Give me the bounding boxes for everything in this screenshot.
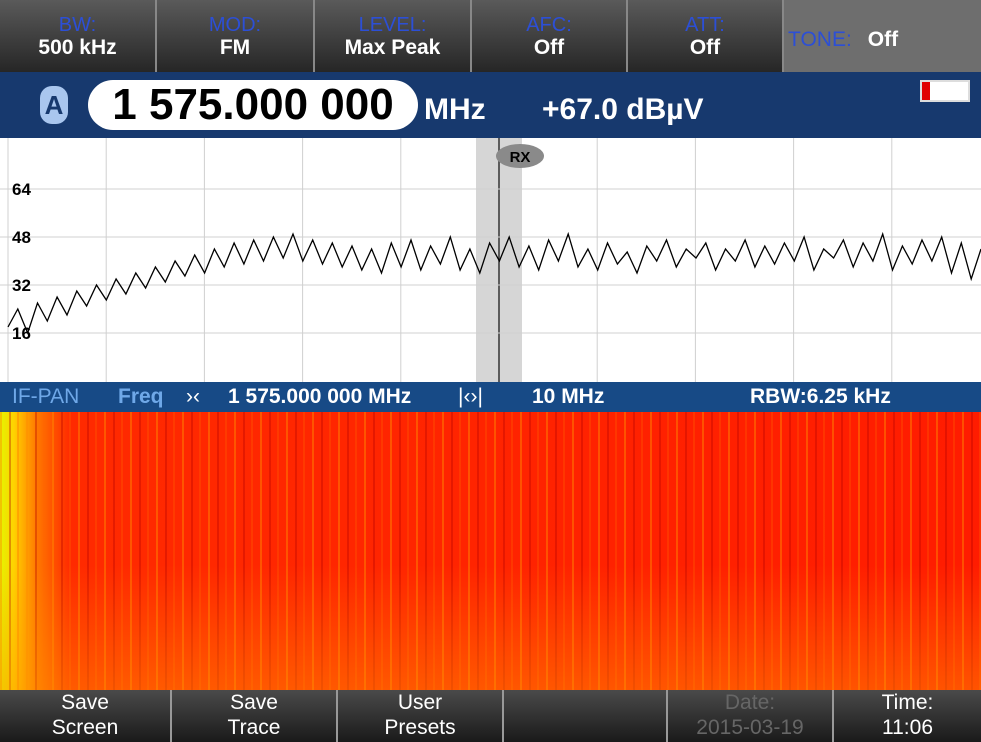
softkey-line: Presets [338, 715, 502, 740]
rbw: RBW:6.25 kHz [750, 382, 891, 412]
label: MOD: [157, 14, 313, 34]
span: 10 MHz [532, 382, 604, 412]
value: FM [157, 34, 313, 62]
level-button[interactable]: LEVEL:Max Peak [315, 0, 472, 72]
value: Off [472, 34, 626, 62]
softkey[interactable]: Date:2015-03-19 [668, 690, 834, 742]
value: Off [628, 34, 782, 62]
mod-button[interactable]: MOD:FM [157, 0, 315, 72]
label: ATT: [628, 14, 782, 34]
value: Off [868, 28, 898, 51]
center: 1 575.000 000 MHz [228, 382, 411, 412]
tone-status: TONE: Off [784, 0, 981, 72]
bw-button[interactable]: BW:500 kHz [0, 0, 157, 72]
value: 500 kHz [0, 34, 155, 62]
level: +67.0 dBµV [542, 90, 704, 130]
span-icon: |‹›| [458, 382, 483, 412]
screen: BW:500 kHz MOD:FM LEVEL:Max Peak AFC:Off… [0, 0, 981, 742]
channel-badge: A [40, 86, 68, 124]
softkey[interactable] [504, 690, 668, 742]
label: LEVEL: [315, 14, 470, 34]
softkey-line: Date: [668, 690, 832, 715]
frequency[interactable]: 1 575.000 000 [88, 80, 418, 130]
softkey-line: 2015-03-19 [668, 715, 832, 740]
mode: IF-PAN [12, 382, 79, 412]
softkey-line: User [338, 690, 502, 715]
softkey[interactable]: Time:11:06 [834, 690, 981, 742]
y-tick-label: 48 [12, 228, 31, 247]
afc-button[interactable]: AFC:Off [472, 0, 628, 72]
ifpan-bar: IF-PAN Freq ›‹ 1 575.000 000 MHz |‹›| 10… [0, 382, 981, 412]
y-tick-label: 32 [12, 276, 31, 295]
waterfall [0, 412, 981, 690]
value: Max Peak [315, 34, 470, 62]
softkey-line: Time: [834, 690, 981, 715]
rx-label: RX [510, 149, 531, 166]
softkey-line: Save [0, 690, 170, 715]
label: TONE: [788, 28, 852, 51]
unit: MHz [424, 90, 486, 130]
y-tick-label: 64 [12, 180, 31, 199]
label: AFC: [472, 14, 626, 34]
battery-icon [920, 80, 970, 102]
softkey-line: Screen [0, 715, 170, 740]
param: Freq [118, 382, 164, 412]
softkey-line: 11:06 [834, 715, 981, 740]
center-icon: ›‹ [186, 382, 200, 412]
frequency-bar: A 1 575.000 000 MHz +67.0 dBµV [0, 72, 981, 138]
label: BW: [0, 14, 155, 34]
att-button[interactable]: ATT:Off [628, 0, 784, 72]
softkey-line: Save [172, 690, 336, 715]
softkey-line: Trace [172, 715, 336, 740]
